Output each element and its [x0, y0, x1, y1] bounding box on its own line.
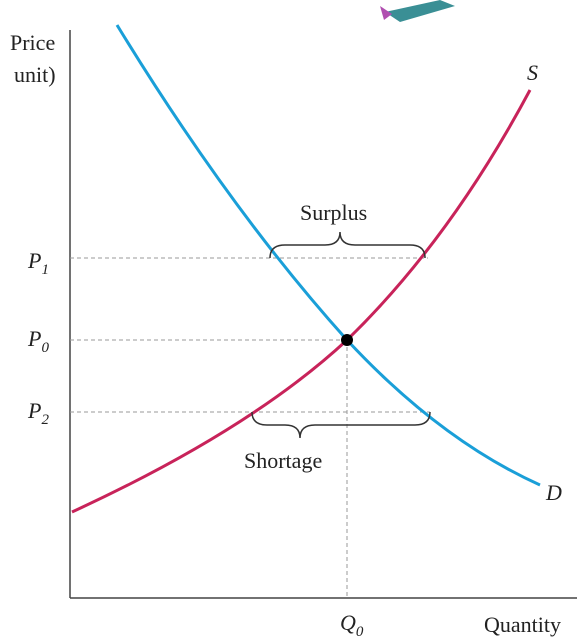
- surplus-label: Surplus: [300, 200, 367, 225]
- pen-decoration: [385, 0, 455, 22]
- demand-label: D: [545, 480, 562, 505]
- y-axis-label: unit): [14, 62, 56, 87]
- pen-tip: [380, 6, 392, 20]
- shortage-brace: [251, 411, 431, 439]
- price-level-label: P2: [27, 398, 49, 428]
- equilibrium-point: [341, 334, 353, 346]
- quantity-level-label: Q0: [340, 610, 364, 640]
- supply-label: S: [527, 60, 538, 85]
- price-level-label: P0: [27, 326, 49, 356]
- shortage-label: Shortage: [244, 448, 322, 473]
- y-axis-label: Price: [10, 30, 55, 55]
- surplus-brace: [269, 231, 426, 259]
- demand-curve: [115, 24, 541, 487]
- x-axis-label: Quantity: [484, 612, 561, 637]
- price-level-label: P1: [27, 248, 49, 278]
